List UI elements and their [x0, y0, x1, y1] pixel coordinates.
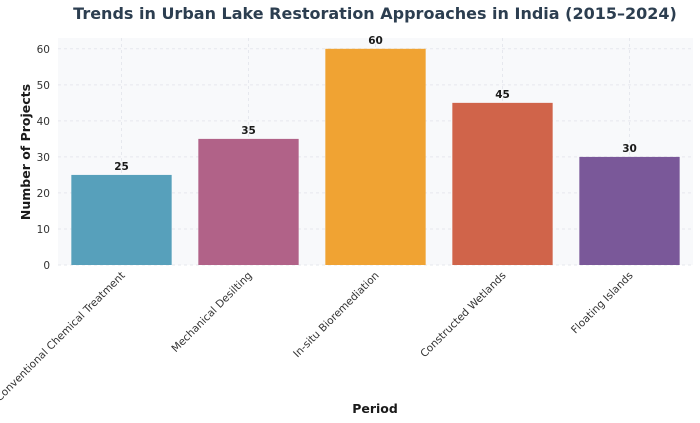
category-label-1: Conventional Chemical Treatment: [0, 270, 128, 404]
y-axis-ticks: 0 10 20 30 40 50 60: [37, 44, 50, 272]
category-labels: Conventional Chemical Treatment Mechanica…: [0, 270, 636, 404]
category-label-5: Floating Islands: [569, 270, 636, 337]
y-tick-label-5: 50: [37, 80, 50, 92]
bar-value-label-2: 35: [241, 125, 256, 137]
category-label-3: In-situ Bioremediation: [291, 270, 381, 360]
y-tick-label-0: 0: [43, 260, 50, 272]
bar-5: [579, 156, 680, 265]
bar-value-label-4: 45: [495, 89, 510, 101]
bar-3: [325, 48, 426, 265]
category-label-2: Mechanical Desilting: [169, 270, 254, 355]
chart-title: Trends in Urban Lake Restoration Approac…: [73, 4, 677, 23]
y-tick-label-1: 10: [37, 224, 50, 236]
y-tick-label-6: 60: [37, 44, 50, 56]
bar-value-label-3: 60: [368, 35, 383, 47]
y-tick-label-2: 20: [37, 188, 50, 200]
bar-4: [452, 102, 553, 265]
value-labels: 25 35 60 45 30: [114, 35, 637, 173]
bar-value-label-5: 30: [622, 143, 637, 155]
bar-value-label-1: 25: [114, 161, 129, 173]
y-tick-label-3: 30: [37, 152, 50, 164]
category-label-4: Constructed Wetlands: [418, 270, 508, 360]
bar-2: [198, 138, 299, 265]
y-tick-label-4: 40: [37, 116, 50, 128]
bar-1: [71, 174, 172, 265]
x-axis-label: Period: [352, 401, 398, 416]
y-axis-label: Number of Projects: [18, 84, 33, 220]
bars: [71, 48, 680, 265]
